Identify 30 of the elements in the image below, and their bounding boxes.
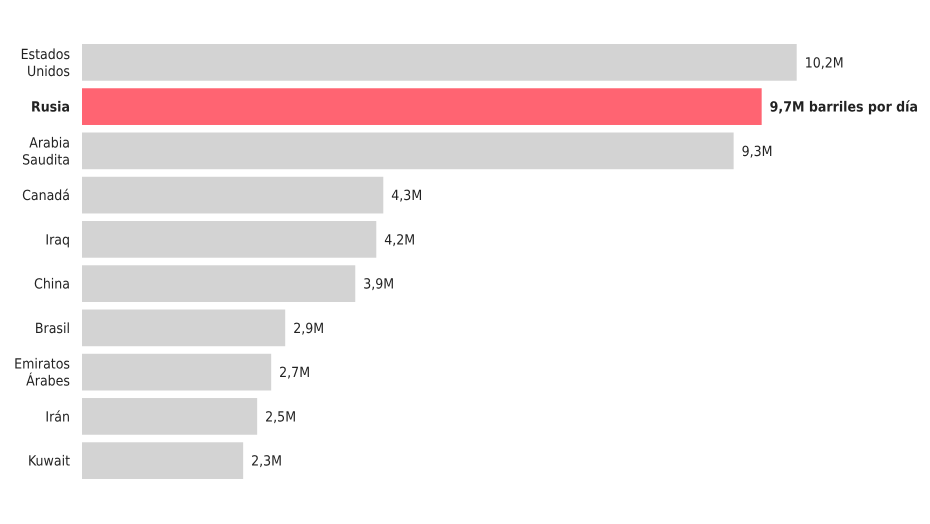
data-label: 2,9M: [293, 320, 324, 337]
y-tick-label: Emiratos Árabes: [14, 356, 70, 390]
y-tick-label: Irán: [45, 409, 70, 426]
y-tick-label: Kuwait: [28, 454, 70, 470]
bar: [82, 310, 286, 346]
data-label: 3,9M: [363, 276, 394, 293]
bar: [82, 221, 376, 258]
y-tick-label: China: [34, 276, 70, 293]
bar: [82, 176, 384, 214]
bar: [82, 88, 762, 125]
data-label: 4,3M: [391, 188, 422, 204]
bar: [82, 398, 258, 435]
bar: [82, 265, 356, 302]
bar: [82, 442, 244, 479]
data-label: 2,3M: [251, 454, 282, 470]
y-tick-label: Brasil: [34, 320, 70, 337]
data-label: 10,2M: [804, 55, 844, 72]
y-tick-label: Arabia Saudita: [22, 135, 70, 168]
bar: [82, 132, 734, 170]
bar: [82, 354, 272, 390]
data-label: 9,7M barriles por día: [770, 100, 918, 116]
y-tick-label: Rusia: [31, 100, 70, 116]
data-label: 9,3M: [742, 144, 773, 160]
y-tick-label: Iraq: [45, 232, 70, 248]
y-tick-label: Canadá: [22, 188, 70, 204]
data-label: 4,2M: [384, 232, 416, 248]
y-tick-label: Estados Unidos: [20, 46, 70, 80]
bar: [82, 44, 797, 81]
data-label: 2,5M: [265, 409, 296, 426]
data-label: 2,7M: [279, 365, 310, 382]
